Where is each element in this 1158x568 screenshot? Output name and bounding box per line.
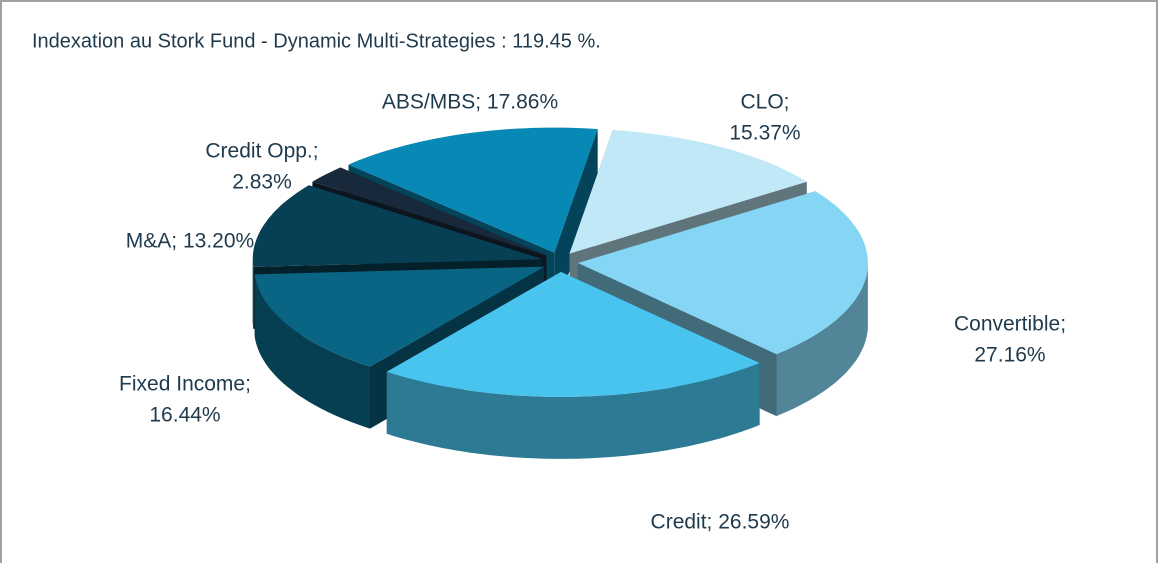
data-label: ABS/MBS; 17.86% [382,91,558,114]
slice [577,191,868,355]
data-label: Credit; 26.59% [651,511,790,534]
slice-side [254,274,370,429]
data-label: 16.44% [149,404,220,427]
slice [348,127,598,253]
slice-side [776,263,868,417]
slice [386,271,760,397]
slice-side [386,363,760,459]
slice [312,167,547,256]
data-label: Credit Opp.; [205,140,318,163]
data-label: 2.83% [232,171,292,194]
slice [254,266,545,367]
data-label: 27.16% [974,344,1045,367]
slice [252,185,543,267]
slice-side [252,259,254,329]
data-label: 15.37% [729,122,800,145]
data-label: Convertible; [954,313,1066,336]
slice-wall [554,129,598,315]
data-label: CLO; [740,91,789,114]
data-label: M&A; 13.20% [126,230,254,253]
data-label: Fixed Income; [119,373,251,396]
slice [569,130,807,254]
chart-title: Indexation au Stork Fund - Dynamic Multi… [32,30,601,52]
